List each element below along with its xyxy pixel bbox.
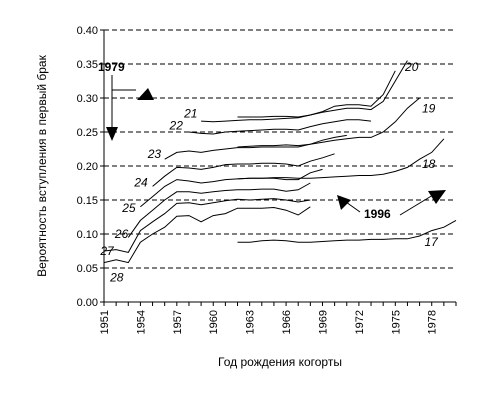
y-tick-label: 0.10 — [77, 229, 98, 241]
y-tick-label: 0.30 — [77, 93, 98, 105]
series-line-23 — [164, 134, 347, 160]
series-lines — [103, 60, 457, 264]
x-tick-label: 1951 — [99, 310, 111, 334]
series-label-19: 19 — [422, 101, 436, 115]
series-line-21 — [201, 70, 396, 123]
arrow-up-icon — [137, 88, 154, 100]
x-tick-label: 1960 — [208, 310, 220, 334]
annotation-1979-label: 1979 — [98, 60, 125, 74]
x-tick-label: 1957 — [172, 310, 184, 334]
series-line-25 — [140, 168, 323, 208]
x-tick-label: 1972 — [354, 310, 366, 334]
y-tick-label: 0.20 — [77, 161, 98, 173]
series-line-28 — [103, 206, 311, 264]
arrow-down-icon — [106, 127, 118, 141]
arrow-up-right-icon — [428, 190, 446, 204]
x-tick-label: 1963 — [245, 310, 257, 334]
annotation-1996-label: 1996 — [364, 207, 391, 221]
series-label-17: 17 — [424, 235, 439, 249]
series-label-18: 18 — [422, 157, 436, 171]
series-label-27: 27 — [99, 244, 115, 258]
series-label-24: 24 — [133, 175, 148, 189]
x-axis-label: Год рождения когорты — [218, 355, 342, 369]
y-tick-label: 0.00 — [77, 297, 98, 309]
series-line-22 — [188, 119, 372, 135]
y-axis-label: Вероятность вступления в первый брак — [35, 54, 49, 276]
series-line-24 — [152, 153, 335, 187]
series-line-27 — [103, 198, 311, 253]
series-label-23: 23 — [147, 147, 162, 161]
series-line-26 — [127, 182, 311, 238]
series-line-19 — [237, 97, 420, 148]
x-tick-label: 1966 — [281, 310, 293, 334]
y-tick-labels: 0.00 0.05 0.10 0.15 0.20 0.25 0.30 0.35 0.40 — [77, 25, 98, 309]
y-tick-label: 0.15 — [77, 195, 98, 207]
series-label-22: 22 — [169, 118, 184, 132]
x-tick-label: 1969 — [317, 310, 329, 334]
y-tick-label: 0.35 — [77, 59, 98, 71]
axes — [100, 29, 457, 306]
series-label-21: 21 — [183, 107, 197, 121]
annotation-1979: 1979 — [98, 60, 154, 141]
y-tick-label: 0.05 — [77, 263, 98, 275]
series-label-20: 20 — [404, 60, 419, 74]
series-label-25: 25 — [121, 201, 136, 215]
x-tick-label: 1975 — [390, 310, 402, 334]
series-label-26: 26 — [114, 227, 129, 241]
arrow-up-left-icon — [337, 195, 351, 210]
x-tick-label: 1978 — [427, 310, 439, 334]
y-tick-label: 0.40 — [77, 25, 98, 37]
series-line-17 — [237, 219, 457, 243]
grid-lines — [104, 29, 456, 269]
annotation-1996-connector-left — [345, 201, 361, 213]
annotation-1996: 1996 — [337, 190, 446, 221]
x-tick-labels: 1951 1954 1957 1960 1963 1966 1969 1972 1975 1978 — [99, 310, 439, 334]
series-label-28: 28 — [109, 271, 124, 285]
series-line-20 — [237, 60, 408, 118]
x-tick-label: 1954 — [135, 310, 147, 334]
y-tick-label: 0.25 — [77, 127, 98, 139]
